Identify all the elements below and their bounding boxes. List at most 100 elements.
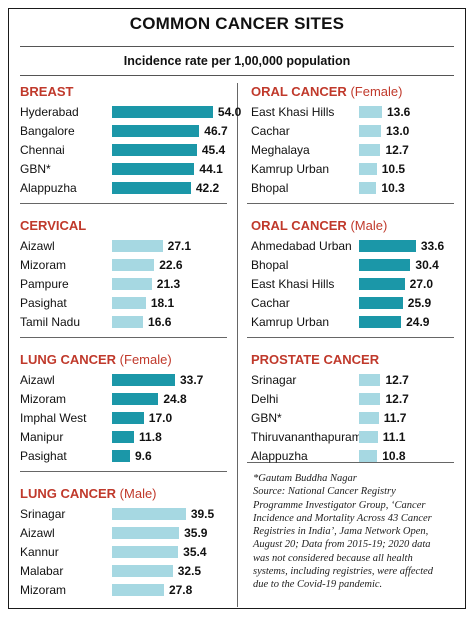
footnote-line: Source: National Cancer Registry	[253, 486, 396, 498]
bar	[112, 297, 146, 309]
chart-panel-6: PROSTATE CANCER Srinagar 12.7 Delhi 12.7 GBN*…	[251, 352, 466, 466]
bar-row: Tamil Nadu 16.6	[20, 313, 235, 331]
category-label: GBN*	[20, 162, 51, 176]
category-label: Cachar	[251, 124, 290, 138]
value-label: 13.6	[386, 105, 411, 119]
bar	[359, 182, 377, 194]
bar	[359, 393, 381, 405]
value-label: 46.7	[204, 124, 228, 138]
category-label: Meghalaya	[251, 143, 310, 157]
footnote-line: systems, including registries, were affe…	[253, 566, 434, 578]
infographic-frame	[8, 8, 466, 609]
bar	[359, 163, 377, 175]
bar-row: GBN* 11.7	[251, 409, 466, 427]
value-label: 33.6	[420, 239, 445, 253]
panel-heading: BREAST	[20, 84, 73, 100]
category-label: Kamrup Urban	[251, 162, 330, 176]
bar-row: Mizoram 22.6	[20, 256, 235, 274]
footnote-line: due to the Covid-19 pandemic.	[253, 579, 383, 591]
footnote: *Gautam Buddha Nagar Source: National Ca…	[253, 472, 458, 592]
value-label: 9.6	[134, 449, 152, 463]
value-label: 10.3	[381, 181, 405, 195]
category-label: Tamil Nadu	[20, 315, 81, 329]
value-label: 17.0	[148, 411, 173, 425]
value-label: 27.0	[409, 277, 434, 291]
bar-row: Alappuzha 42.2	[20, 179, 235, 197]
bar-row: Aizawl 33.7	[20, 371, 235, 389]
footnote-line: *Gautam Buddha Nagar	[253, 473, 357, 484]
page-subtitle: Incidence rate per 1,00,000 population	[123, 54, 351, 68]
chart-panel-0: BREAST Hyderabad 54.0 Bangalore 46.7 Chennai 4…	[20, 84, 241, 198]
category-label: East Khasi Hills	[251, 105, 335, 119]
category-label: Chennai	[20, 143, 65, 157]
category-label: Delhi	[251, 392, 279, 406]
value-label: 24.8	[163, 392, 187, 406]
footnote-line: Registries in India’, Jama Network Open,	[253, 526, 429, 538]
footnote-line: was not considered because all health	[253, 552, 413, 564]
value-label: 22.6	[159, 258, 183, 272]
category-label: Aizawl	[20, 373, 55, 387]
category-label: Kannur	[20, 545, 59, 559]
bar-row: Pampure 21.3	[20, 275, 235, 293]
value-label: 44.1	[199, 162, 223, 176]
panel-heading: PROSTATE CANCER	[251, 352, 379, 368]
category-label: Aizawl	[20, 526, 55, 540]
panel-title: LUNG CANCER	[20, 352, 117, 367]
bar	[359, 106, 382, 118]
panel-title: BREAST	[20, 84, 74, 99]
bar-row: Bhopal 10.3	[251, 179, 466, 197]
panel-heading: ORAL CANCER (Male)	[251, 218, 387, 234]
right-divider-3	[247, 462, 454, 463]
category-label: Thiruvananthapuram	[251, 430, 362, 444]
bar	[112, 393, 159, 405]
bar	[112, 240, 163, 252]
bar-row: Pasighat 9.6	[20, 447, 235, 465]
bar	[359, 259, 411, 271]
panel-title: PROSTATE CANCER	[251, 352, 380, 367]
footnote-line: Programme Investigator Group, ‘Cancer	[253, 499, 426, 511]
bar-row: East Khasi Hills 27.0	[251, 275, 466, 293]
value-label: 32.5	[177, 564, 202, 578]
value-label: 21.3	[156, 277, 181, 291]
value-label: 13.0	[385, 124, 410, 138]
panel-heading: LUNG CANCER (Male)	[20, 486, 157, 502]
value-label: 35.9	[184, 526, 208, 540]
chart-panel-1: CERVICAL Aizawl 27.1 Mizoram 22.6 Pampure 21.3…	[20, 218, 235, 332]
bar	[359, 374, 381, 386]
bar-row: Aizawl 27.1	[20, 237, 235, 255]
value-label: 54.0	[217, 105, 242, 119]
bar-row: Bhopal 30.4	[251, 256, 466, 274]
category-label: Bhopal	[251, 258, 289, 272]
category-label: Pampure	[20, 277, 69, 291]
bar	[112, 316, 144, 328]
panel-heading: ORAL CANCER (Female)	[251, 84, 402, 100]
category-label: Bangalore	[20, 124, 75, 138]
panel-title-qualifier: (Male)	[116, 486, 157, 501]
bar-row: Hyderabad 54.0	[20, 103, 241, 121]
title-divider	[20, 46, 454, 47]
left-divider-2	[20, 337, 227, 338]
bar-row: Kannur 35.4	[20, 543, 235, 561]
category-label: GBN*	[251, 411, 282, 425]
bar	[359, 316, 402, 328]
value-label: 16.6	[148, 315, 172, 329]
bar	[359, 125, 381, 137]
bar	[112, 584, 164, 596]
bar	[359, 278, 405, 290]
bar-row: Mizoram 24.8	[20, 390, 235, 408]
category-label: Kamrup Urban	[251, 315, 330, 329]
panel-heading: LUNG CANCER (Female)	[20, 352, 172, 368]
bar-row: Thiruvananthapuram 11.1	[251, 428, 466, 446]
value-label: 11.1	[382, 430, 406, 444]
category-label: Cachar	[251, 296, 290, 310]
bar-row: Imphal West 17.0	[20, 409, 235, 427]
bar	[112, 144, 197, 156]
value-label: 42.2	[195, 181, 220, 195]
bar-row: Cachar 25.9	[251, 294, 466, 312]
bar-row: Srinagar 39.5	[20, 505, 235, 523]
category-label: Mizoram	[20, 583, 67, 597]
column-divider	[237, 83, 238, 607]
right-divider-1	[247, 203, 454, 204]
bar	[359, 412, 379, 424]
value-label: 24.9	[406, 315, 430, 329]
